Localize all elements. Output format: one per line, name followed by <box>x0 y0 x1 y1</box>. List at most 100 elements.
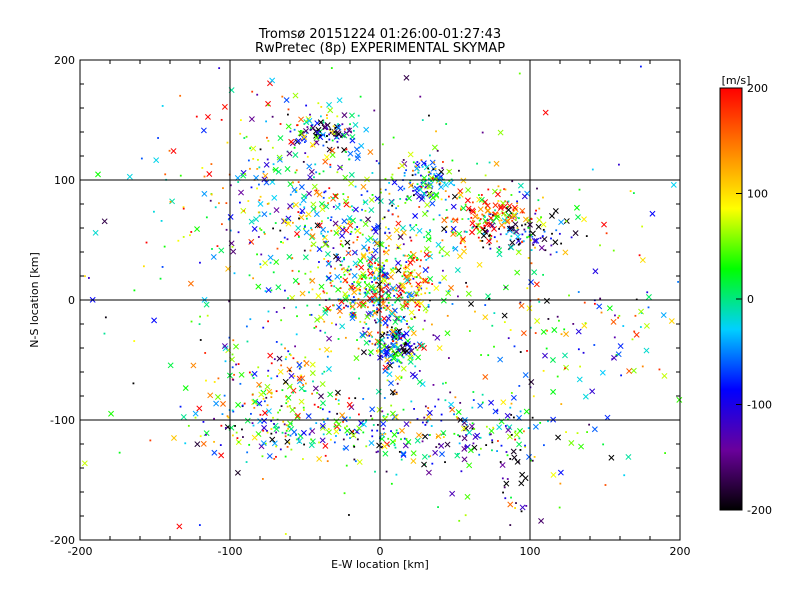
data-point-dot <box>281 95 284 98</box>
data-point-dot <box>459 207 462 210</box>
data-point-dot <box>384 188 387 191</box>
data-point-dot <box>447 195 450 198</box>
data-point-x <box>261 176 268 183</box>
data-point-x <box>542 352 548 359</box>
data-point-dot <box>397 348 400 351</box>
data-point-x <box>399 162 406 169</box>
data-point-dot <box>251 422 254 425</box>
data-point-x <box>271 194 278 201</box>
data-point-dot <box>382 306 385 309</box>
data-point-dot <box>322 204 325 207</box>
data-point-dot <box>88 277 90 279</box>
data-point-dot <box>518 437 521 440</box>
data-point-dot <box>308 314 311 316</box>
data-point-x <box>389 328 396 335</box>
data-point-dot <box>419 265 421 268</box>
data-point-dot <box>339 264 342 266</box>
data-point-x <box>403 421 410 427</box>
data-point-x <box>508 244 515 251</box>
data-point-dot <box>335 394 338 397</box>
chart-title: Tromsø 20151224 01:26:00-01:27:43 <box>258 27 501 42</box>
data-point-dot <box>298 236 300 238</box>
data-point-dot <box>327 217 329 219</box>
data-point-x <box>420 179 427 186</box>
data-point-dot <box>295 169 298 172</box>
data-point-dot <box>330 216 333 219</box>
data-point-dot <box>198 323 201 326</box>
data-point-dot <box>390 430 392 433</box>
data-point-x <box>275 168 282 175</box>
data-point-x <box>386 371 393 378</box>
data-point-x <box>349 112 355 119</box>
data-point-dot <box>342 193 345 195</box>
data-point-dot <box>385 247 387 249</box>
data-point-dot <box>549 253 552 256</box>
data-point-dot <box>377 264 380 266</box>
data-point-dot <box>343 258 346 261</box>
data-point-dot <box>429 455 432 458</box>
data-point-dot <box>316 392 318 394</box>
data-point-dot <box>484 174 487 177</box>
data-point-dot <box>195 115 198 118</box>
data-point-dot <box>366 260 368 263</box>
data-point-x <box>519 504 526 511</box>
data-point-dot <box>403 267 405 270</box>
data-point-dot <box>314 163 317 166</box>
data-point-dot <box>258 199 261 202</box>
data-point-x <box>306 163 313 170</box>
data-point-x <box>461 456 468 463</box>
data-point-x <box>441 226 448 232</box>
data-point-dot <box>266 404 269 407</box>
data-point-dot <box>294 171 297 174</box>
data-point-dot <box>334 126 337 129</box>
data-point-x <box>206 171 213 177</box>
data-point-dot <box>274 222 277 224</box>
data-point-x <box>452 217 459 224</box>
data-point-dot <box>332 197 334 200</box>
data-point-dot <box>410 285 413 288</box>
data-point-x <box>393 333 400 340</box>
data-point-dot <box>368 288 371 291</box>
data-point-dot <box>381 274 384 277</box>
data-point-dot <box>297 211 300 213</box>
data-point-x <box>519 207 526 214</box>
data-point-dot <box>216 245 219 247</box>
data-point-dot <box>249 318 252 321</box>
data-point-dot <box>357 264 359 266</box>
data-point-dot <box>413 316 416 319</box>
data-point-dot <box>379 188 382 191</box>
data-point-dot <box>371 342 374 345</box>
data-point-x <box>503 480 510 487</box>
data-point-dot <box>485 231 488 234</box>
data-point-x <box>346 127 353 134</box>
data-point-dot <box>513 345 516 348</box>
data-point-x <box>421 461 427 468</box>
data-point-x <box>482 373 489 380</box>
data-point-dot <box>349 123 351 126</box>
data-point-x <box>258 391 265 398</box>
data-point-dot <box>292 181 295 184</box>
data-point-x <box>207 392 214 399</box>
data-point-x <box>284 438 291 445</box>
data-point-dot <box>445 209 448 211</box>
data-point-dot <box>345 464 348 467</box>
data-point-x <box>402 442 409 449</box>
data-point-dot <box>320 122 323 124</box>
data-point-dot <box>466 285 469 288</box>
data-point-dot <box>303 443 306 446</box>
data-point-x <box>400 229 407 236</box>
data-point-dot <box>239 132 242 135</box>
data-point-dot <box>309 113 311 116</box>
data-point-dot <box>423 416 426 419</box>
data-point-x <box>581 216 587 223</box>
data-point-x <box>329 147 336 154</box>
data-point-dot <box>305 217 308 220</box>
data-point-dot <box>342 245 344 248</box>
data-point-dot <box>497 185 500 188</box>
data-point-dot <box>450 178 453 181</box>
colorbar-tick-label: 0 <box>747 293 754 306</box>
data-point-dot <box>524 444 526 447</box>
data-point-dot <box>329 308 332 311</box>
data-point-dot <box>259 385 261 388</box>
